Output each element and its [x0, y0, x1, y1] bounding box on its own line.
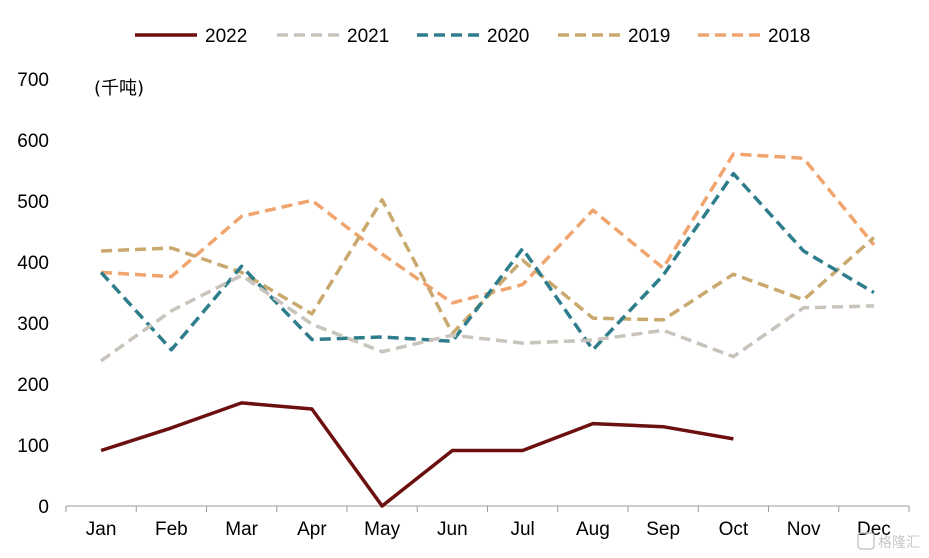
x-tick-label: Jun — [437, 519, 468, 540]
series-line-2019 — [101, 198, 876, 336]
legend-label-2021: 2021 — [347, 26, 389, 47]
series-line-2022 — [100, 401, 734, 508]
watermark: 格隆汇 — [857, 532, 920, 551]
legend: 2022 2021 2020 2019 2018 — [135, 26, 810, 47]
watermark-logo-icon — [857, 532, 875, 550]
x-tick-label: Jul — [510, 519, 534, 540]
x-tick-label: Dec — [857, 519, 891, 540]
y-tick-label: 600 — [17, 131, 49, 152]
x-tick-label: Nov — [787, 519, 821, 540]
unit-label: (千吨) — [94, 78, 144, 99]
x-tick-label: Jan — [86, 519, 117, 540]
y-tick-label: 0 — [38, 497, 49, 518]
legend-label-2019: 2019 — [628, 26, 670, 47]
y-tick-label: 200 — [17, 375, 49, 396]
legend-label-2022: 2022 — [205, 26, 247, 47]
y-tick-label: 100 — [17, 436, 49, 457]
y-axis-ticks: 0 100 200 300 400 500 600 700 — [17, 70, 49, 518]
x-tick-label: Aug — [576, 519, 610, 540]
series-line-2020 — [99, 171, 875, 352]
y-tick-label: 300 — [17, 314, 49, 335]
watermark-text: 格隆汇 — [878, 535, 920, 551]
x-tick-label: Sep — [646, 519, 680, 540]
y-tick-label: 700 — [17, 70, 49, 91]
y-tick-label: 400 — [17, 253, 49, 274]
y-tick-label: 500 — [17, 192, 49, 213]
x-axis-tick-marks — [65, 506, 910, 512]
x-tick-label: Mar — [225, 519, 258, 540]
legend-label-2018: 2018 — [768, 26, 810, 47]
series-line-2018 — [100, 152, 876, 305]
series-line-2021 — [100, 273, 874, 363]
x-tick-label: Oct — [719, 519, 749, 540]
x-tick-label: Feb — [155, 519, 188, 540]
x-tick-label: May — [364, 519, 400, 540]
x-axis-ticks: Jan Feb Mar Apr May Jun Jul Aug Sep Oct Nov Dec — [86, 519, 891, 540]
x-tick-label: Apr — [297, 519, 327, 540]
series-group — [99, 152, 876, 508]
legend-label-2020: 2020 — [487, 26, 529, 47]
